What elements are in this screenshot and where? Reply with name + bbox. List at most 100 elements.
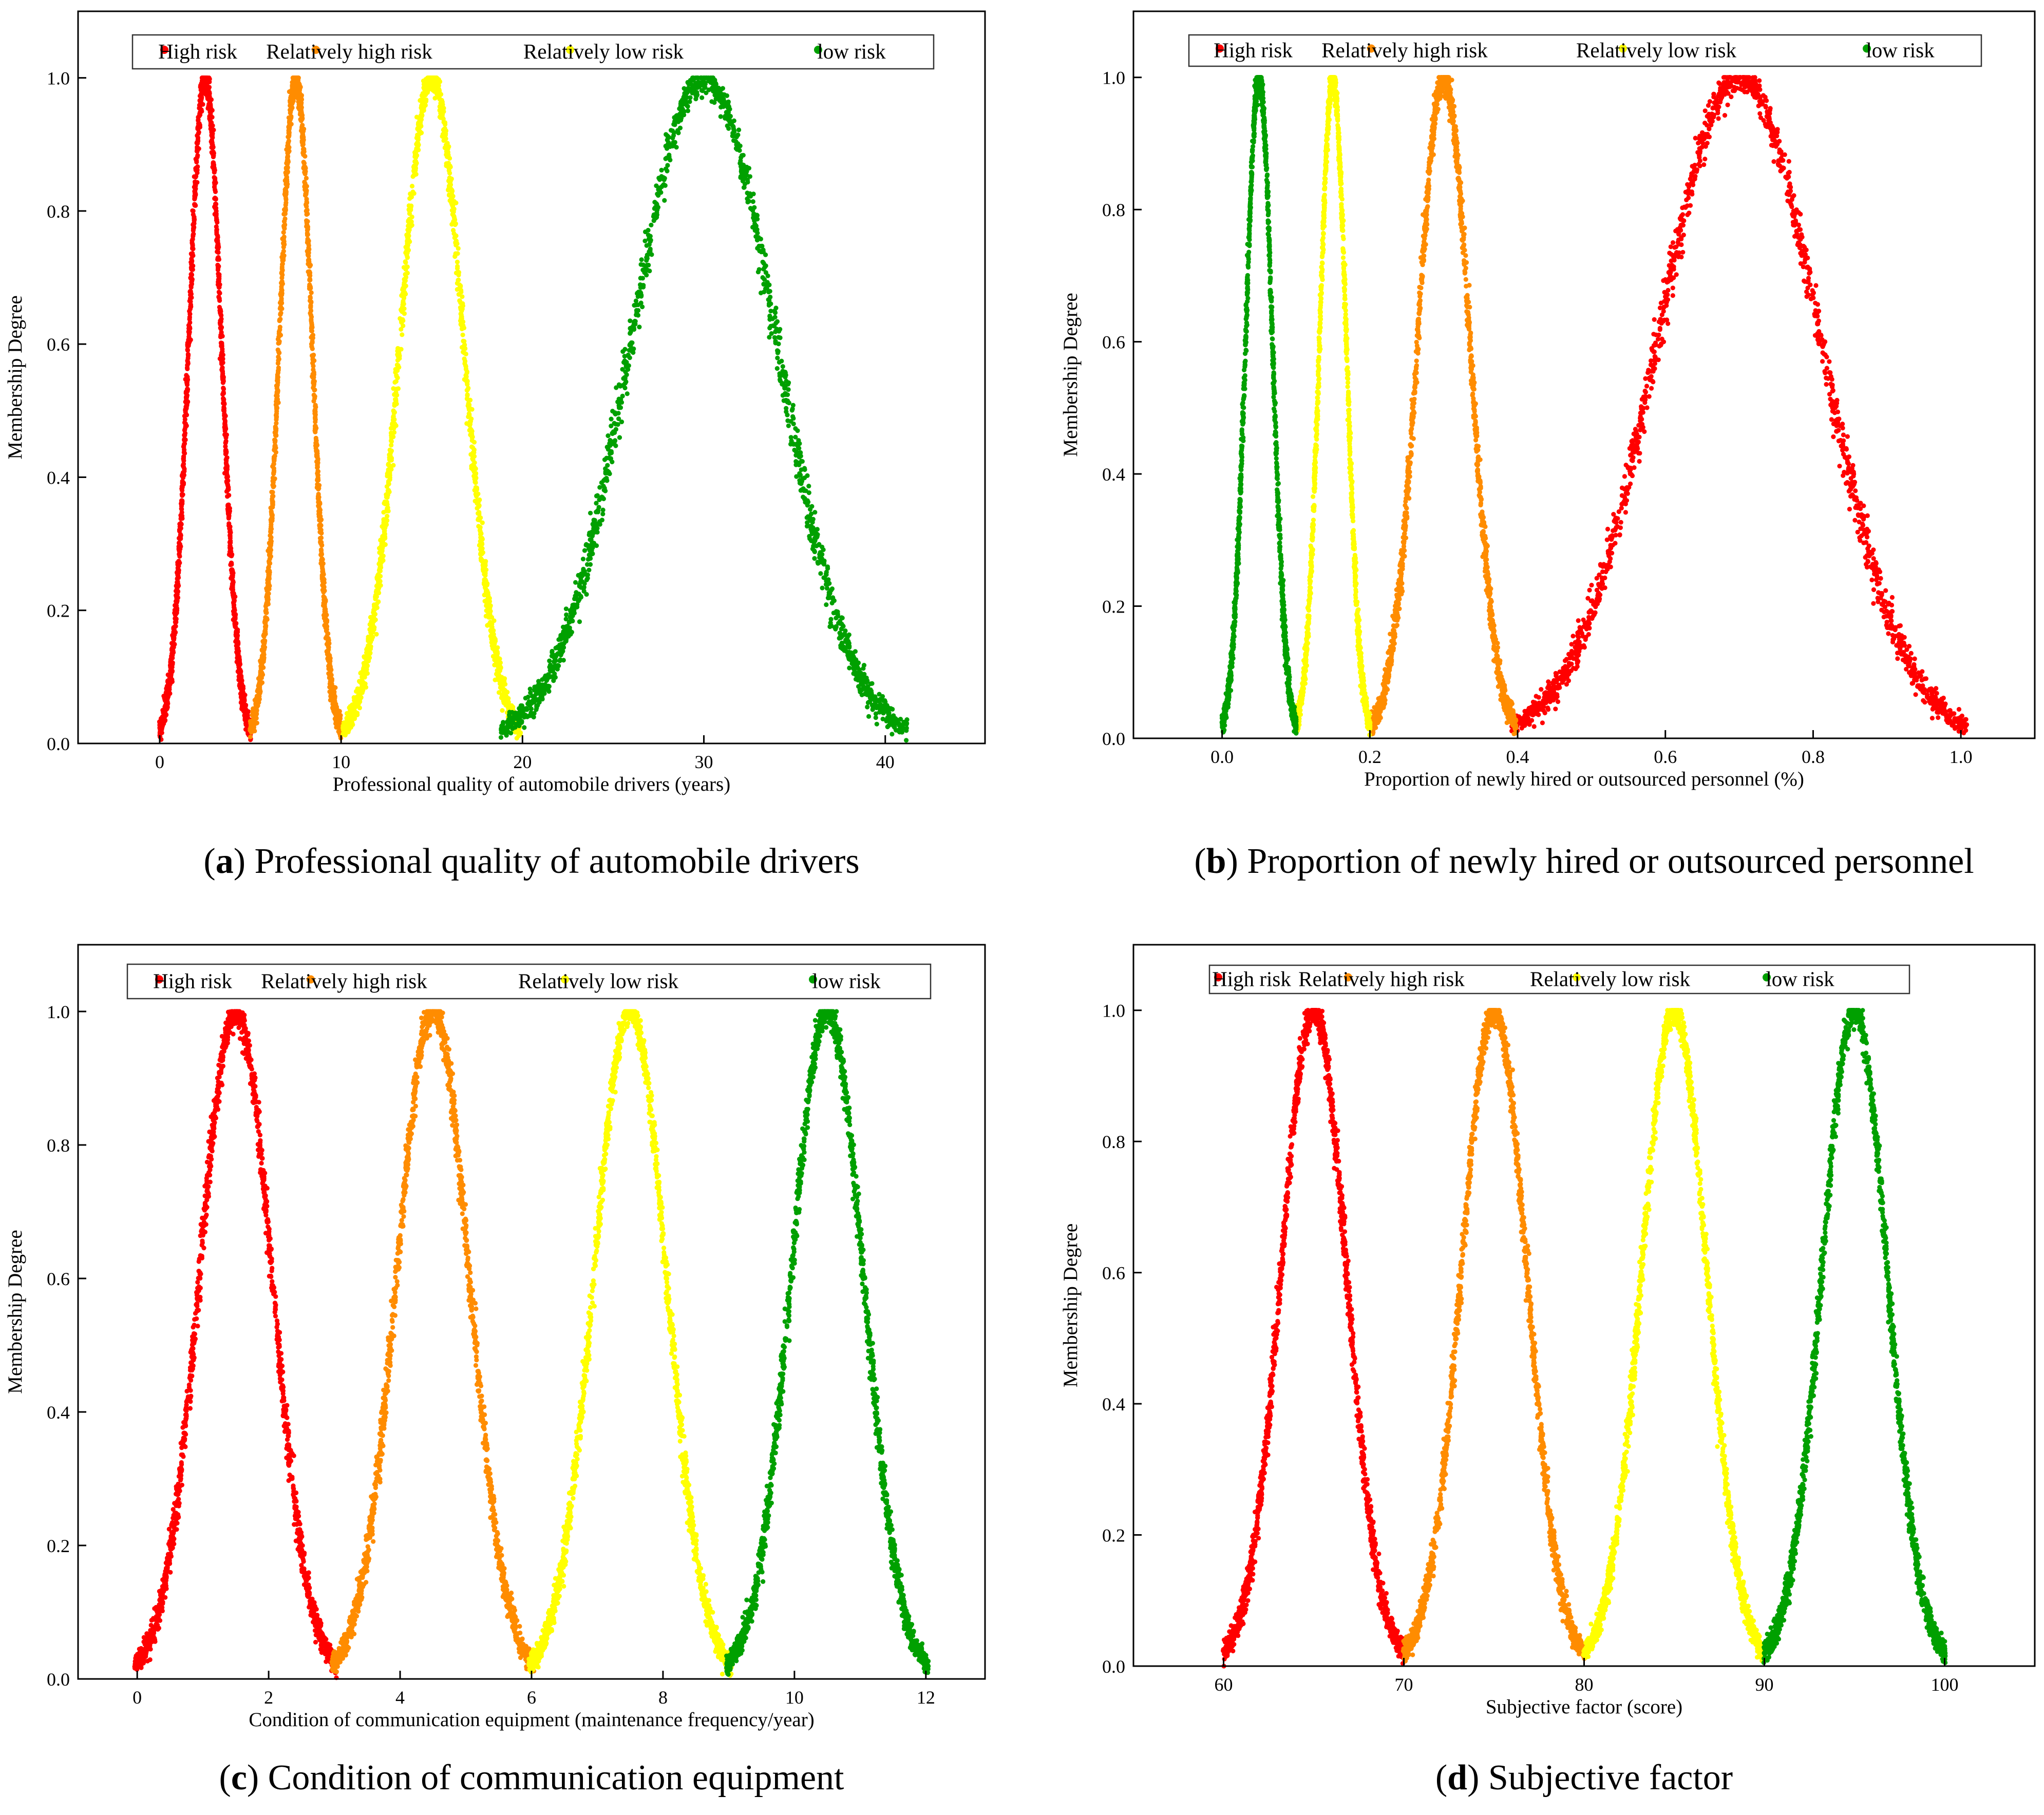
data-point [224,456,229,461]
data-point [172,629,177,634]
data-point [228,533,232,538]
data-point [193,192,198,197]
data-point [160,726,164,731]
data-point [169,641,174,645]
data-point [304,176,309,180]
data-point [229,551,233,556]
data-point [237,666,241,671]
data-point [185,387,190,391]
data-point [184,424,189,428]
data-point [166,689,171,693]
data-point [185,367,190,371]
data-point [221,375,225,379]
data-point [215,227,219,232]
data-point [191,226,196,231]
data-point [314,436,318,441]
data-point [190,282,194,286]
data-point [177,522,182,526]
data-point [195,141,199,145]
data-point [274,421,278,426]
data-point [248,735,253,739]
data-point [222,432,227,437]
data-point [172,625,177,629]
data-point [175,560,180,565]
data-point [217,282,222,287]
data-point [278,311,283,315]
data-point [215,250,219,254]
series-relatively-high-risk [248,75,344,740]
data-point [168,660,173,664]
data-point [218,333,223,337]
data-point [190,246,195,251]
data-point [184,373,188,377]
data-point [164,696,168,701]
data-point [195,133,199,138]
data-point [263,615,268,620]
data-point [199,92,203,97]
data-point [160,731,164,735]
data-point [316,496,320,501]
data-point [199,107,204,112]
data-point [174,607,178,612]
data-point [215,218,219,222]
data-point [232,621,237,625]
data-point [280,258,285,263]
data-point [163,718,167,722]
data-point [187,315,192,319]
data-point [181,456,186,461]
data-point [178,547,182,551]
data-point [170,645,175,649]
data-point [208,123,213,128]
data-point [221,401,225,406]
data-point [224,450,229,454]
data-point [184,406,189,410]
data-point [213,189,218,194]
data-point [209,106,213,110]
data-point [177,541,181,545]
data-point [194,157,198,161]
data-point [225,504,230,508]
data-point [214,202,218,206]
data-point [228,524,233,529]
data-point [175,583,179,588]
data-point [232,591,236,596]
data-point [277,332,282,337]
data-point [171,637,176,641]
data-point [232,610,236,615]
data-point [226,485,231,490]
data-point [188,299,193,304]
data-point [219,352,224,356]
data-point [173,616,177,621]
data-point [214,239,219,243]
data-point [226,516,231,521]
data-point [315,471,319,475]
data-point [240,694,245,699]
data-point [277,339,282,344]
data-point [189,252,194,256]
data-point [207,115,212,120]
data-point [230,571,235,576]
data-point [241,709,246,713]
data-point [219,361,224,366]
data-point [222,422,227,426]
data-point [226,512,231,517]
data-point [194,168,198,173]
data-point [216,256,221,260]
data-point [262,620,267,625]
data-point [232,598,237,603]
data-point [175,579,180,584]
data-point [287,139,291,143]
data-point [214,213,218,217]
data-point [238,685,242,690]
data-point [181,463,185,468]
data-point [235,646,239,651]
data-point [190,242,195,246]
data-point [181,482,185,486]
data-point [196,118,200,123]
scatter-points-a [157,75,910,743]
data-point [183,437,188,442]
data-point [313,428,317,433]
data-point [177,554,182,559]
data-point [212,185,217,189]
data-point [193,202,197,207]
